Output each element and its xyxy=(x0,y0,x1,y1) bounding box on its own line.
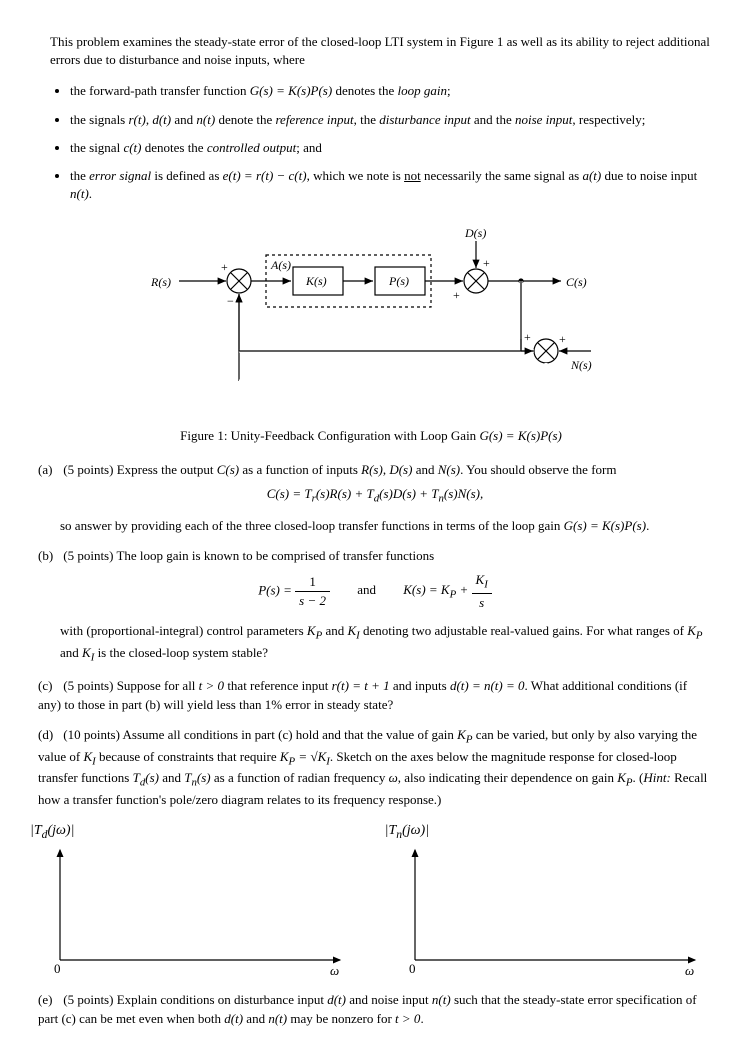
part-points: (5 points) xyxy=(63,548,113,563)
bullet-item: the signal c(t) denotes the controlled o… xyxy=(70,139,712,157)
label-P: P(s) xyxy=(388,274,409,288)
label-D: D(s) xyxy=(464,226,486,240)
label-plus: + xyxy=(453,288,460,302)
label-A: A(s) xyxy=(270,258,291,272)
figure-caption: Figure 1: Unity-Feedback Configuration w… xyxy=(30,427,712,445)
part-text: Explain conditions on disturbance input … xyxy=(38,992,697,1025)
plot-label-Td: |Td(jω)| xyxy=(30,821,357,843)
part-points: (5 points) xyxy=(63,462,113,477)
part-text-cont: with (proportional-integral) control par… xyxy=(60,622,712,666)
part-d: (d) (10 points) Assume all conditions in… xyxy=(38,726,712,809)
equation: C(s) = Tr(s)R(s) + Td(s)D(s) + Tn(s)N(s)… xyxy=(38,485,712,507)
label-minus: − xyxy=(227,294,234,308)
intro-bullets: the forward-path transfer function G(s) … xyxy=(70,82,712,203)
axis-origin: 0 xyxy=(54,961,61,975)
part-b: (b) (5 points) The loop gain is known to… xyxy=(38,547,712,666)
label-plus: + xyxy=(524,330,531,344)
part-label: (e) xyxy=(38,991,60,1009)
label-plus: + xyxy=(559,332,566,346)
plot-axes-row: |Td(jω)| 0 ω |Tn(jω)| xyxy=(30,821,712,975)
part-label: (a) xyxy=(38,461,60,479)
part-label: (b) xyxy=(38,547,60,565)
label-plus: + xyxy=(221,260,228,274)
part-text-cont: so answer by providing each of the three… xyxy=(60,517,712,535)
label-C: C(s) xyxy=(566,275,587,289)
axis-omega: ω xyxy=(330,963,339,975)
part-label: (c) xyxy=(38,677,60,695)
figure-block-diagram: R(s) + − A(s) K(s) P(s) + + D(s) C(s) xyxy=(30,221,712,444)
label-plus: + xyxy=(483,256,490,270)
part-points: (5 points) xyxy=(63,992,113,1007)
part-a: (a) (5 points) Express the output C(s) a… xyxy=(38,461,712,535)
axis-origin: 0 xyxy=(409,961,416,975)
plot-Td: |Td(jω)| 0 ω xyxy=(30,821,357,975)
part-points: (5 points) xyxy=(63,678,113,693)
intro-paragraph: This problem examines the steady-state e… xyxy=(50,33,712,69)
bullet-item: the forward-path transfer function G(s) … xyxy=(70,82,712,100)
part-e: (e) (5 points) Explain conditions on dis… xyxy=(38,991,712,1027)
plot-label-Tn: |Tn(jω)| xyxy=(385,821,712,843)
part-text: Express the output C(s) as a function of… xyxy=(117,462,617,477)
label-R: R(s) xyxy=(150,275,171,289)
axis-omega: ω xyxy=(685,963,694,975)
label-K: K(s) xyxy=(305,274,327,288)
label-N: N(s) xyxy=(570,358,592,372)
bullet-item: the signals r(t), d(t) and n(t) denote t… xyxy=(70,111,712,129)
part-points: (10 points) xyxy=(63,727,120,742)
bullet-item: the error signal is defined as e(t) = r(… xyxy=(70,167,712,203)
plot-Tn: |Tn(jω)| 0 ω xyxy=(385,821,712,975)
part-text: Assume all conditions in part (c) hold a… xyxy=(38,727,707,807)
part-text: The loop gain is known to be comprised o… xyxy=(116,548,434,563)
equation: P(s) = 1 s − 2 and K(s) = KP + KI s xyxy=(38,571,712,612)
part-c: (c) (5 points) Suppose for all t > 0 tha… xyxy=(38,677,712,713)
part-label: (d) xyxy=(38,726,60,744)
part-text: Suppose for all t > 0 that reference inp… xyxy=(38,678,687,711)
